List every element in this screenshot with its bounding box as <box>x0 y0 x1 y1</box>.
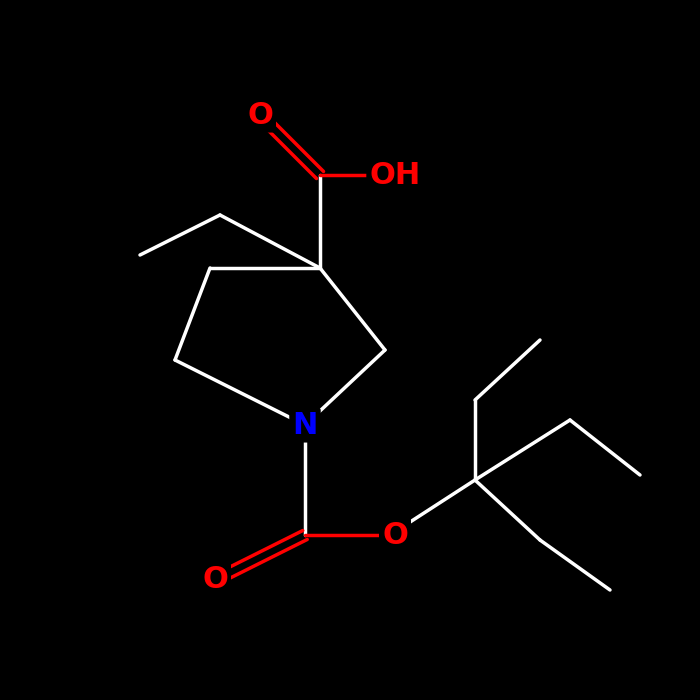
Text: O: O <box>202 566 228 594</box>
Text: O: O <box>247 101 273 130</box>
Text: N: N <box>293 410 318 440</box>
Text: O: O <box>382 521 408 550</box>
Text: OH: OH <box>370 160 421 190</box>
